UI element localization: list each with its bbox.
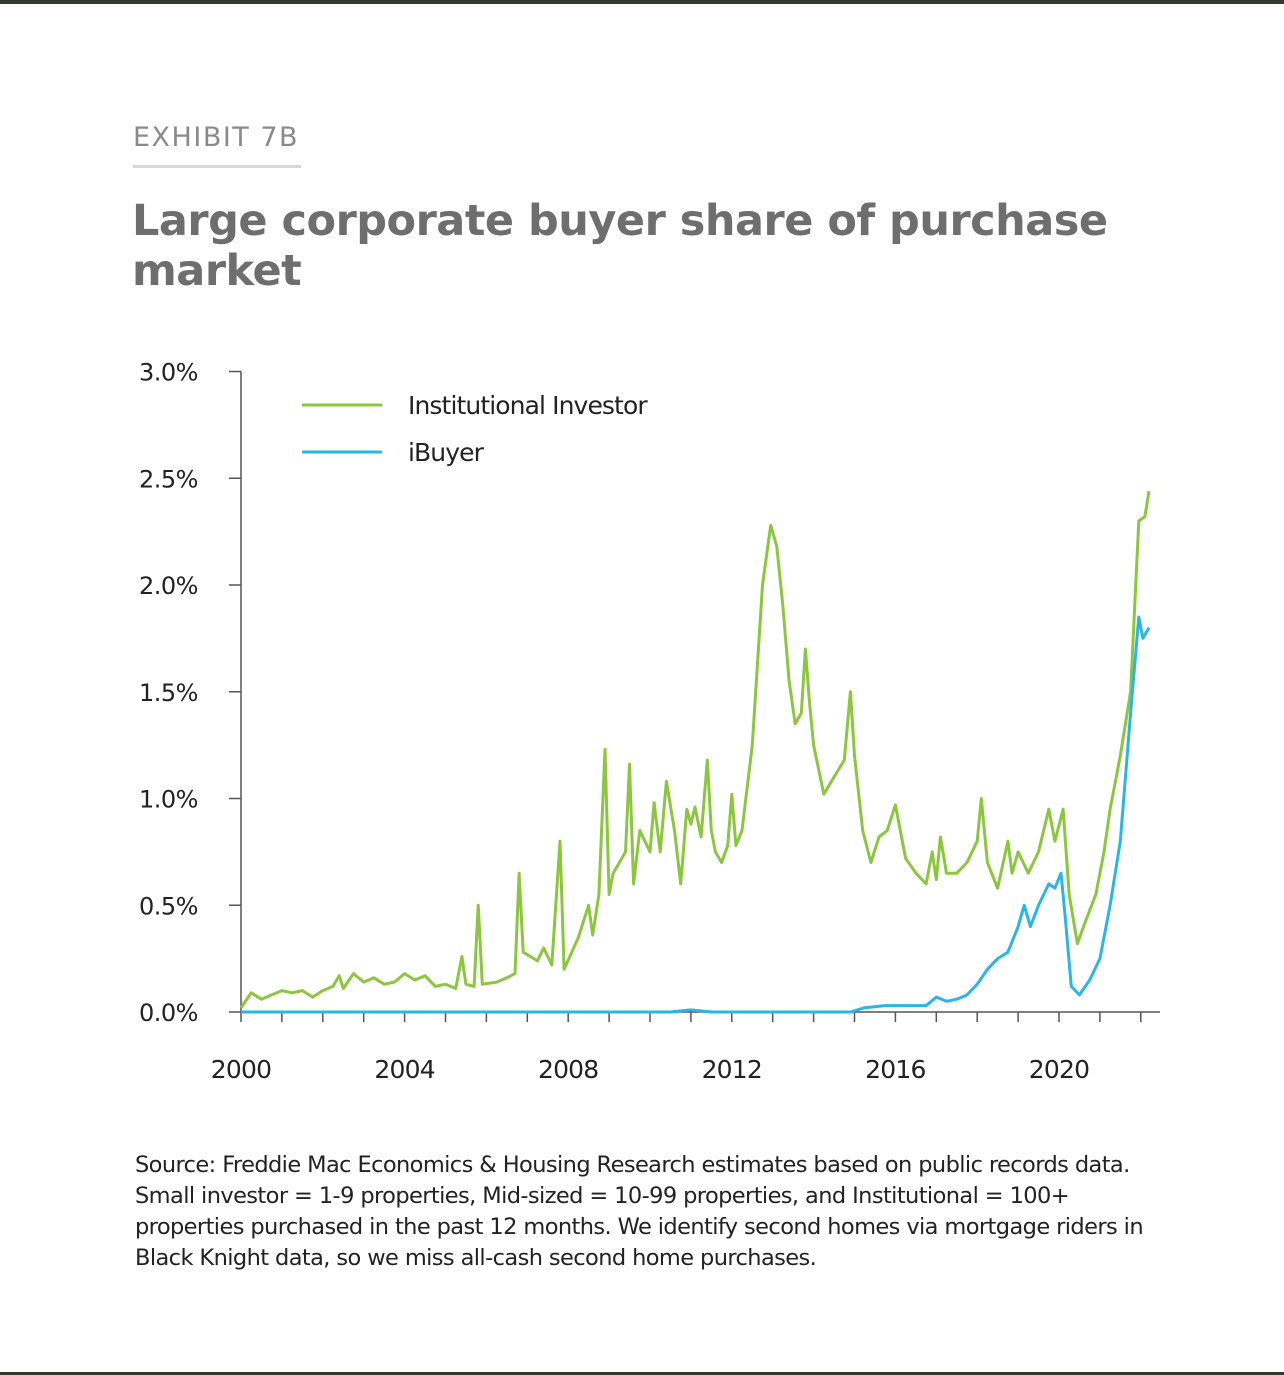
x-tick-label: 2000 — [211, 1055, 271, 1084]
y-tick-label: 1.0% — [139, 786, 198, 814]
source-note: Source: Freddie Mac Economics & Housing … — [135, 1152, 1144, 1271]
series-line-ibuyer — [241, 615, 1151, 1014]
series-line-institutional-investor — [239, 490, 1151, 1009]
y-tick-label: 0.5% — [139, 892, 198, 920]
y-tick-label: 0.0% — [139, 999, 198, 1027]
line-chart: 0.0% 0.5% 1.0% 1.5% 2.0% 2.5% 3.0% 2000 2004 2008… — [139, 359, 1160, 1084]
legend-entry-ibuyer: iBuyer — [408, 438, 485, 467]
bottom-border — [0, 1372, 1284, 1375]
chart-title: Large corporate buyer share of purchase … — [132, 196, 1108, 296]
x-tick-label: 2012 — [702, 1055, 762, 1084]
chart-axes: 0.0% 0.5% 1.0% 1.5% 2.0% 2.5% 3.0% 2000 2004 2008… — [139, 359, 1160, 1084]
x-tick-label: 2004 — [374, 1055, 434, 1084]
x-tick-label: 2016 — [865, 1055, 925, 1084]
top-border — [0, 0, 1284, 4]
chart-legend: Institutional Investor iBuyer — [302, 391, 649, 467]
y-tick-label: 2.5% — [139, 465, 198, 493]
chart-lines — [239, 490, 1151, 1014]
y-tick-label: 1.5% — [139, 679, 198, 707]
x-tick-label: 2020 — [1029, 1055, 1089, 1084]
exhibit-label: EXHIBIT 7B — [133, 122, 300, 153]
legend-entry-institutional-investor: Institutional Investor — [408, 391, 648, 420]
y-tick-label: 3.0% — [139, 359, 198, 387]
x-tick-label: 2008 — [538, 1055, 598, 1084]
exhibit-underline — [133, 165, 301, 168]
y-tick-label: 2.0% — [139, 572, 198, 600]
